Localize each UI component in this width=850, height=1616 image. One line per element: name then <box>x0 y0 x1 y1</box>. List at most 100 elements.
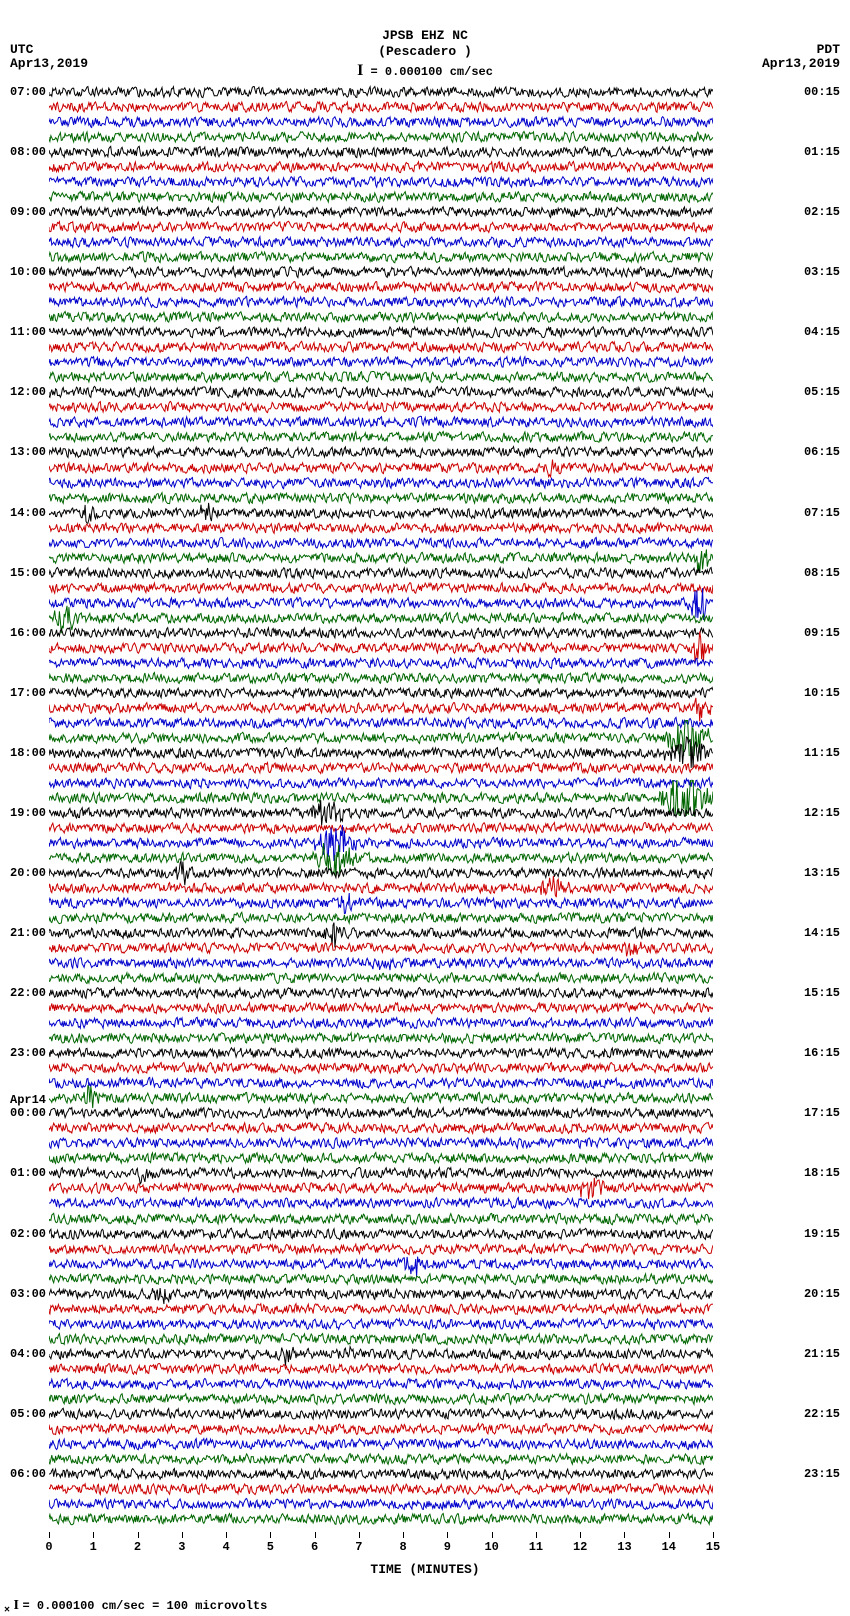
seismic-trace <box>49 540 713 576</box>
local-time-label: 05:15 <box>804 385 840 399</box>
x-tick-label: 13 <box>617 1540 631 1554</box>
seismic-trace <box>49 1441 713 1477</box>
seismic-trace <box>49 1110 713 1146</box>
seismic-trace <box>49 780 713 816</box>
seismic-trace <box>49 1336 713 1372</box>
seismic-trace <box>49 570 713 606</box>
seismic-trace <box>49 750 713 786</box>
seismic-trace <box>49 284 713 320</box>
seismic-trace <box>49 450 713 486</box>
utc-time-label: 01:00 <box>10 1166 46 1180</box>
x-tick-label: 15 <box>706 1540 720 1554</box>
local-time-label: 12:15 <box>804 806 840 820</box>
utc-time-label: 21:00 <box>10 926 46 940</box>
footer-scale: × I = 0.000100 cm/sec = 100 microvolts <box>4 1598 267 1616</box>
local-time-label: 07:15 <box>804 506 840 520</box>
footer-text: = 0.000100 cm/sec = 100 microvolts <box>22 1599 267 1613</box>
seismic-trace <box>49 1140 713 1176</box>
x-tick-label: 2 <box>134 1540 141 1554</box>
seismic-trace <box>49 855 713 891</box>
seismic-trace <box>49 990 713 1026</box>
utc-time-label: 10:00 <box>10 265 46 279</box>
seismic-trace <box>49 555 713 591</box>
local-time-label: 14:15 <box>804 926 840 940</box>
seismic-trace <box>49 134 713 170</box>
seismic-trace <box>49 344 713 380</box>
local-time-label: 02:15 <box>804 205 840 219</box>
local-time-label: 04:15 <box>804 325 840 339</box>
utc-time-label: 14:00 <box>10 506 46 520</box>
x-tick-label: 14 <box>662 1540 676 1554</box>
local-time-label: 13:15 <box>804 866 840 880</box>
seismic-trace <box>49 1351 713 1387</box>
seismic-trace <box>49 1035 713 1071</box>
seismic-trace <box>49 1020 713 1056</box>
utc-time-label: 17:00 <box>10 686 46 700</box>
seismic-trace <box>49 1366 713 1402</box>
seismic-trace <box>49 1185 713 1221</box>
seismogram-container: JPSB EHZ NC (Pescadero ) I = 0.000100 cm… <box>0 0 850 1613</box>
seismic-trace <box>49 1201 713 1237</box>
utc-time-label: 04:00 <box>10 1347 46 1361</box>
local-time-label: 16:15 <box>804 1046 840 1060</box>
seismic-trace <box>49 645 713 681</box>
utc-time-label: 09:00 <box>10 205 46 219</box>
seismic-trace <box>49 209 713 245</box>
local-time-label: 22:15 <box>804 1407 840 1421</box>
scale-text: = 0.000100 cm/sec <box>371 65 493 79</box>
seismic-trace <box>49 465 713 501</box>
seismic-trace <box>49 930 713 966</box>
seismic-trace <box>49 1155 713 1191</box>
utc-time-label: 03:00 <box>10 1287 46 1301</box>
utc-time-label: 06:00 <box>10 1467 46 1481</box>
utc-time-label: 22:00 <box>10 986 46 1000</box>
seismic-trace <box>49 1261 713 1297</box>
local-time-label: 03:15 <box>804 265 840 279</box>
seismic-trace <box>49 1291 713 1327</box>
seismic-trace <box>49 359 713 395</box>
utc-time-label: 19:00 <box>10 806 46 820</box>
seismic-trace <box>49 705 713 741</box>
seismic-trace <box>49 1426 713 1462</box>
seismic-trace <box>49 224 713 260</box>
location-subtitle: (Pescadero ) <box>0 44 850 59</box>
x-tick-label: 8 <box>400 1540 407 1554</box>
seismic-trace <box>49 1306 713 1342</box>
seismic-trace <box>49 314 713 350</box>
seismic-trace <box>49 495 713 531</box>
seismic-trace <box>49 960 713 996</box>
seismic-trace <box>49 1276 713 1312</box>
x-tick-label: 5 <box>267 1540 274 1554</box>
seismic-trace <box>49 1050 713 1086</box>
seismic-trace <box>49 1321 713 1357</box>
seismic-trace <box>49 329 713 365</box>
seismic-trace <box>49 164 713 200</box>
seismic-trace <box>49 915 713 951</box>
x-tick-label: 9 <box>444 1540 451 1554</box>
seismic-trace <box>49 1486 713 1522</box>
x-tick-label: 11 <box>529 1540 543 1554</box>
local-time-label: 19:15 <box>804 1227 840 1241</box>
seismic-trace <box>49 795 713 831</box>
seismic-trace <box>49 945 713 981</box>
seismic-trace <box>49 1381 713 1417</box>
local-time-label: 21:15 <box>804 1347 840 1361</box>
seismic-trace <box>49 735 713 771</box>
x-tick-label: 7 <box>355 1540 362 1554</box>
seismic-trace <box>49 299 713 335</box>
local-time-label: 09:15 <box>804 626 840 640</box>
x-tick-label: 3 <box>178 1540 185 1554</box>
seismic-trace <box>49 885 713 921</box>
seismic-trace <box>49 194 713 230</box>
seismic-trace <box>49 720 713 756</box>
x-tick-label: 1 <box>90 1540 97 1554</box>
x-tick-label: 12 <box>573 1540 587 1554</box>
seismic-trace <box>49 269 713 305</box>
seismic-trace <box>49 419 713 455</box>
seismic-trace <box>49 104 713 140</box>
seismic-trace <box>49 254 713 290</box>
seismic-trace <box>49 434 713 470</box>
seismic-trace <box>49 1246 713 1282</box>
station-title: JPSB EHZ NC <box>0 28 850 43</box>
local-time-label: 11:15 <box>804 746 840 760</box>
